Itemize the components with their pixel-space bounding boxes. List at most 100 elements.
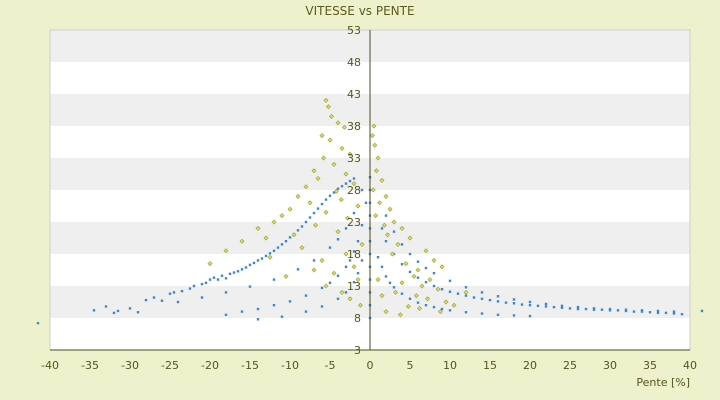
olive-point: [427, 277, 433, 283]
blue-point: [324, 198, 328, 201]
olive-point: [391, 219, 397, 225]
x-tick-label: -10: [281, 359, 299, 372]
blue-point: [260, 257, 264, 260]
blue-point: [576, 307, 580, 311]
olive-point: [339, 145, 345, 151]
x-tick-label: 30: [603, 359, 617, 372]
blue-point: [356, 272, 360, 275]
olive-point: [371, 123, 377, 129]
blue-point: [528, 300, 532, 304]
blue-point: [392, 230, 396, 233]
olive-point: [399, 225, 405, 231]
olive-point: [323, 97, 329, 103]
blue-point: [400, 243, 404, 246]
blue-point: [464, 286, 468, 289]
y-tick-label: 38: [347, 120, 361, 133]
blue-point: [204, 281, 208, 284]
blue-point: [616, 309, 620, 312]
blue-point: [92, 309, 96, 312]
blue-point: [496, 313, 500, 316]
blue-point: [256, 318, 260, 321]
y-tick-label: 23: [347, 216, 361, 229]
olive-point: [373, 213, 379, 219]
olive-point: [323, 209, 329, 215]
blue-point: [416, 276, 420, 279]
olive-point: [397, 312, 403, 318]
blue-point: [272, 249, 276, 252]
blue-point: [212, 276, 216, 279]
olive-point: [323, 283, 329, 289]
olive-point: [415, 267, 421, 273]
blue-point: [360, 188, 364, 192]
olive-point: [451, 302, 457, 308]
blue-point: [336, 297, 340, 300]
olive-point: [299, 245, 305, 251]
olive-point: [383, 309, 389, 315]
blue-point: [328, 281, 332, 284]
blue-point: [400, 292, 404, 295]
blue-point: [272, 278, 276, 281]
olive-point: [223, 248, 229, 254]
blue-point: [308, 216, 312, 219]
olive-point: [381, 222, 387, 228]
blue-point: [240, 310, 244, 313]
olive-point: [375, 277, 381, 283]
blue-point: [104, 305, 108, 308]
olive-point: [377, 200, 383, 206]
blue-point: [364, 201, 368, 204]
blue-point: [360, 259, 364, 262]
x-tick-label: -20: [201, 359, 219, 372]
blue-point: [632, 310, 636, 313]
x-axis-label: Pente [%]: [636, 376, 690, 389]
olive-point: [307, 200, 313, 206]
blue-point: [268, 252, 272, 255]
blue-point: [568, 307, 572, 310]
blue-point: [480, 291, 484, 294]
blue-point: [116, 309, 120, 313]
olive-point: [331, 270, 337, 276]
olive-point: [271, 219, 277, 225]
olive-point: [443, 299, 449, 305]
olive-point: [419, 283, 425, 289]
blue-point: [312, 211, 316, 215]
olive-point: [239, 238, 245, 244]
blue-point: [656, 309, 660, 313]
blue-point: [256, 259, 260, 262]
blue-point: [464, 294, 468, 297]
blue-point: [432, 305, 436, 309]
olive-point: [303, 184, 309, 190]
olive-point: [313, 222, 319, 228]
blue-point: [280, 243, 284, 246]
olive-point: [287, 206, 293, 212]
olive-point: [407, 235, 413, 241]
blue-point: [296, 268, 300, 271]
blue-point: [304, 294, 308, 297]
blue-point: [160, 299, 164, 302]
x-tick-label: 5: [407, 359, 414, 372]
y-tick-label: 13: [347, 280, 361, 293]
blue-point: [448, 309, 452, 312]
y-tick-label: 43: [347, 88, 361, 101]
olive-point: [327, 137, 333, 143]
blue-point: [300, 225, 304, 228]
blue-point: [312, 259, 316, 262]
blue-point: [264, 254, 268, 258]
blue-point: [584, 307, 588, 311]
blue-point: [376, 256, 380, 259]
x-tick-label: -15: [241, 359, 259, 372]
blue-point: [320, 286, 324, 290]
blue-point: [360, 224, 364, 227]
y-tick-label: 8: [354, 312, 361, 325]
olive-point: [411, 273, 417, 279]
blue-point: [440, 288, 444, 291]
olive-point: [321, 155, 327, 161]
x-tick-label: -40: [41, 359, 59, 372]
olive-point: [355, 277, 361, 283]
blue-point: [348, 179, 352, 183]
olive-point: [379, 293, 385, 299]
blue-point: [456, 292, 460, 295]
olive-point: [331, 161, 337, 167]
blue-point: [168, 292, 172, 295]
olive-point: [341, 124, 347, 130]
blue-point: [544, 302, 548, 306]
